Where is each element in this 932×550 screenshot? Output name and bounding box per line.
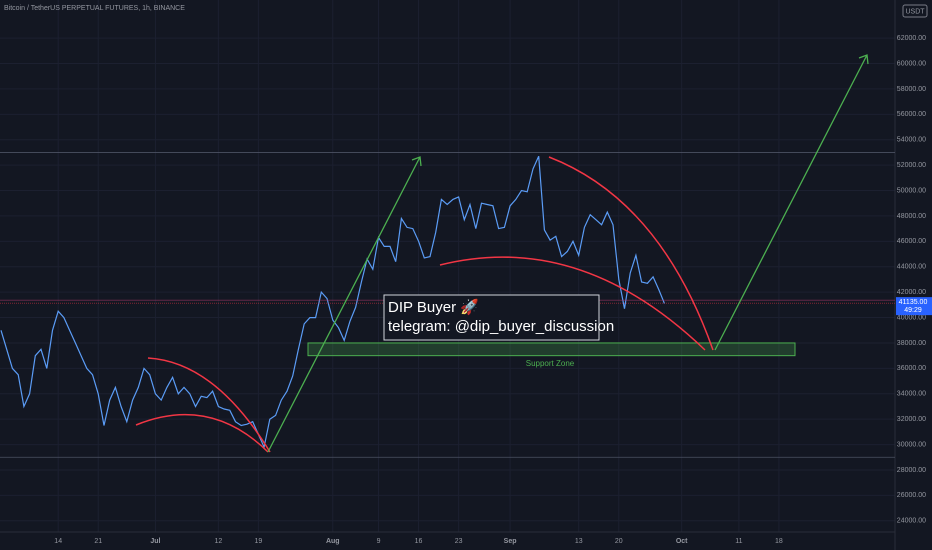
last-price-label: 41135.00 [899,299,928,306]
chart-title: Bitcoin / TetherUS PERPETUAL FUTURES, 1h… [4,5,185,12]
x-tick-label: Jul [150,538,160,545]
countdown: 49:29 [904,307,922,314]
support-zone [307,342,796,357]
annotation-box [383,294,600,341]
support-zone-label: Support Zone [526,359,575,368]
y-tick-label: 26000.00 [897,492,926,499]
x-tick-label: 12 [214,538,222,545]
y-tick-label: 52000.00 [897,162,926,169]
y-tick-label: 60000.00 [897,60,926,67]
x-tick-label: 11 [735,538,742,545]
y-tick-label: 54000.00 [897,137,926,144]
price-line [0,155,666,450]
y-tick-label: 56000.00 [897,111,926,118]
y-tick-label: 32000.00 [897,416,926,423]
x-tick-label: 16 [415,538,423,545]
y-tick-label: 36000.00 [897,365,926,372]
currency-box [902,4,928,18]
x-tick-label: 14 [54,538,62,545]
annotation-line: telegram: @dip_buyer_discussion [388,318,614,335]
x-tick-label: 18 [775,538,783,545]
last-price-box [896,297,932,316]
y-tick-label: 38000.00 [897,340,926,347]
y-tick-label: 46000.00 [897,238,926,245]
y-tick-label: 34000.00 [897,391,926,398]
x-tick-label: 20 [615,538,623,545]
arc [439,256,706,351]
x-tick-label: Aug [326,538,340,545]
y-tick-label: 42000.00 [897,289,926,296]
x-tick-label: Sep [504,538,517,545]
x-tick-label: 21 [94,538,102,545]
y-tick-label: 40000.00 [897,314,926,321]
arc [135,414,269,453]
y-tick-label: 50000.00 [897,187,926,194]
arrow [714,54,869,351]
x-tick-label: 23 [455,538,463,545]
arc [147,357,271,453]
arrow [267,156,422,453]
y-tick-label: 28000.00 [897,467,926,474]
annotation-line: DIP Buyer 🚀 [388,298,479,316]
y-tick-label: 58000.00 [897,86,926,93]
y-tick-label: 62000.00 [897,35,926,42]
arc [548,156,714,351]
y-tick-label: 30000.00 [897,441,926,448]
x-tick-label: Oct [676,538,688,545]
currency: USDT [905,8,925,15]
x-tick-label: 9 [377,538,381,545]
y-tick-label: 24000.00 [897,518,926,525]
x-tick-label: 19 [255,538,263,545]
x-tick-label: 13 [575,538,583,545]
y-tick-label: 48000.00 [897,213,926,220]
y-tick-label: 44000.00 [897,264,926,271]
